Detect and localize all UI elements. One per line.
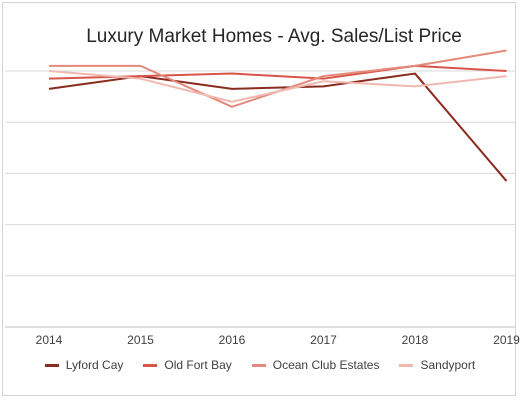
x-tick-labels: 2014 2015 2016 2017 2018 2019 — [36, 333, 520, 347]
legend-swatch — [143, 363, 158, 367]
legend: Lyford Cay Old Fort Bay Ocean Club Estates… — [0, 358, 520, 372]
gridlines — [5, 70, 515, 277]
legend-item-ocean-club-estates: Ocean Club Estates — [251, 358, 380, 372]
x-tick-label-2014: 2014 — [36, 333, 63, 347]
series-line-lyford-cay — [48, 72, 508, 182]
series-line-sandyport — [48, 70, 507, 103]
x-tick-label-2016: 2016 — [219, 333, 246, 347]
legend-item-lyford-cay: Lyford Cay — [44, 358, 124, 372]
x-tick-label-2015: 2015 — [127, 333, 154, 347]
x-tick-label-2019: 2019 — [493, 333, 520, 347]
legend-swatch — [399, 363, 414, 367]
legend-label: Sandyport — [420, 358, 476, 372]
legend-label: Ocean Club Estates — [272, 358, 380, 372]
x-tick-label-2018: 2018 — [402, 333, 429, 347]
legend-label: Old Fort Bay — [164, 358, 232, 372]
legend-swatch — [251, 363, 266, 367]
legend-swatch — [44, 363, 59, 367]
legend-item-sandyport: Sandyport — [399, 358, 475, 372]
series-lines — [48, 49, 508, 182]
legend-item-old-fort-bay: Old Fort Bay — [143, 358, 232, 372]
chart-title: Luxury Market Homes - Avg. Sales/List Pr… — [86, 26, 462, 47]
legend-label: Lyford Cay — [65, 358, 124, 372]
x-tick-label-2017: 2017 — [310, 333, 337, 347]
